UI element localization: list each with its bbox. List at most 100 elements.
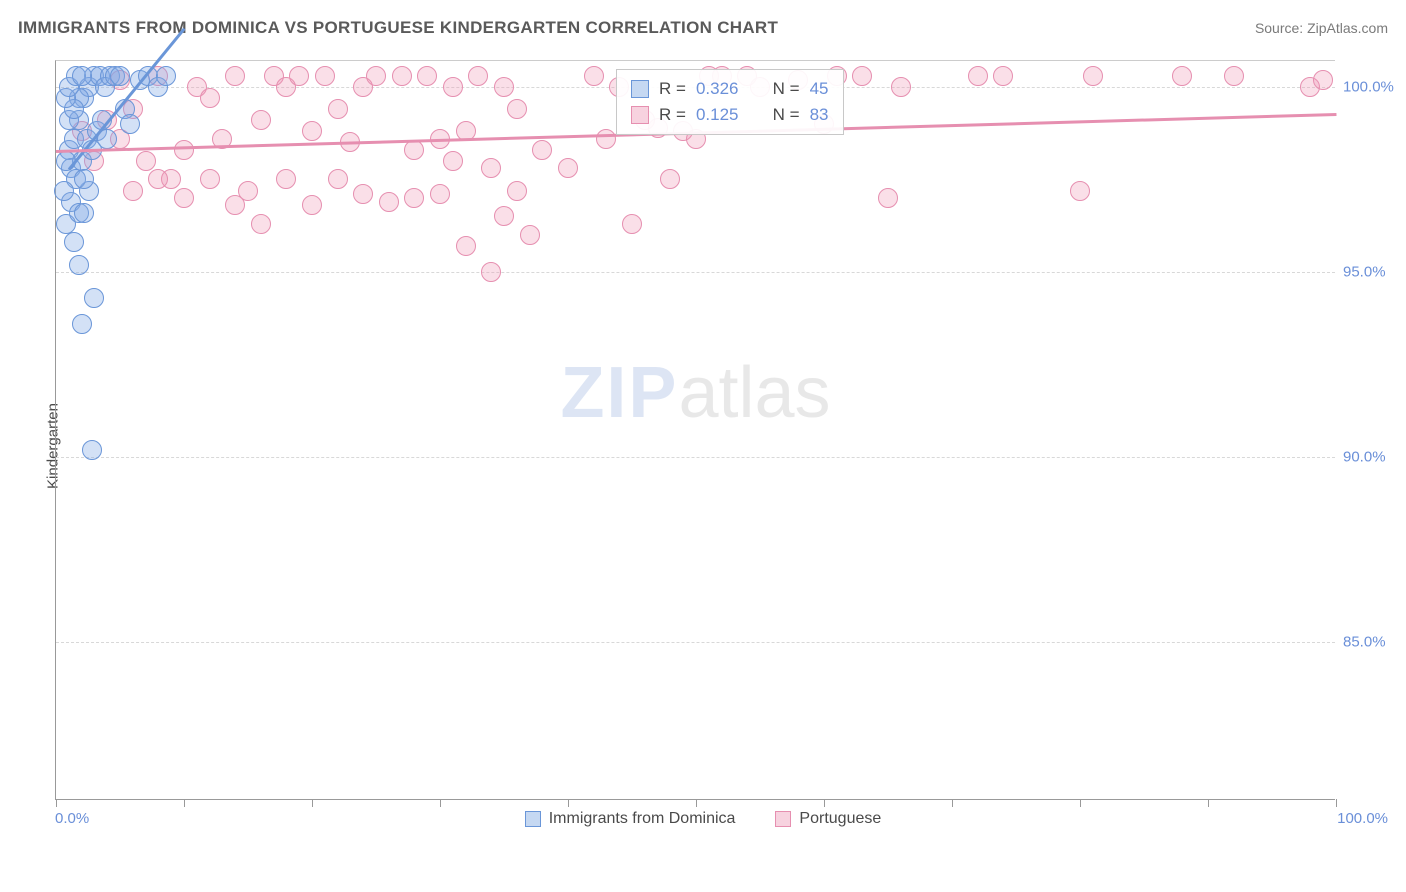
swatch-dominica [525, 811, 541, 827]
data-point [660, 169, 680, 189]
data-point [507, 99, 527, 119]
stat-row: R = 0.125 N = 83 [631, 102, 829, 128]
data-point [289, 66, 309, 86]
data-point [72, 66, 92, 86]
gridline [56, 642, 1335, 643]
swatch-portuguese [775, 811, 791, 827]
data-point [622, 214, 642, 234]
data-point [968, 66, 988, 86]
data-point [120, 114, 140, 134]
data-point [353, 184, 373, 204]
x-tick [1080, 799, 1081, 807]
data-point [64, 232, 84, 252]
data-point [74, 203, 94, 223]
x-tick [1336, 799, 1337, 807]
data-point [379, 192, 399, 212]
data-point [494, 206, 514, 226]
data-point [404, 188, 424, 208]
data-point [456, 236, 476, 256]
data-point [225, 195, 245, 215]
data-point [993, 66, 1013, 86]
data-point [54, 181, 74, 201]
data-point [156, 66, 176, 86]
data-point [392, 66, 412, 86]
chart-title: IMMIGRANTS FROM DOMINICA VS PORTUGUESE K… [18, 18, 778, 38]
data-point [878, 188, 898, 208]
data-point [891, 77, 911, 97]
plot-area: ZIPatlas 85.0%90.0%95.0%100.0%R = 0.326 … [55, 60, 1335, 800]
data-point [200, 88, 220, 108]
data-point [443, 151, 463, 171]
data-point [302, 195, 322, 215]
data-point [110, 66, 130, 86]
data-point [366, 66, 386, 86]
data-point [225, 66, 245, 86]
data-point [417, 66, 437, 86]
data-point [136, 151, 156, 171]
gridline [56, 457, 1335, 458]
data-point [532, 140, 552, 160]
legend-label-portuguese: Portuguese [799, 810, 881, 828]
x-tick [184, 799, 185, 807]
data-point [430, 184, 450, 204]
y-tick-label: 90.0% [1343, 448, 1403, 465]
source-label: Source: ZipAtlas.com [1255, 20, 1388, 36]
x-tick [440, 799, 441, 807]
stat-row: R = 0.326 N = 45 [631, 76, 829, 102]
stat-box: R = 0.326 N = 45R = 0.125 N = 83 [616, 69, 844, 135]
data-point [69, 255, 89, 275]
data-point [507, 181, 527, 201]
data-point [558, 158, 578, 178]
data-point [251, 110, 271, 130]
data-point [481, 262, 501, 282]
watermark-atlas: atlas [678, 353, 830, 433]
data-point [251, 214, 271, 234]
data-point [174, 188, 194, 208]
x-tick [312, 799, 313, 807]
legend-item-portuguese: Portuguese [775, 810, 881, 828]
data-point [1224, 66, 1244, 86]
data-point [494, 77, 514, 97]
watermark: ZIPatlas [560, 352, 830, 434]
data-point [200, 169, 220, 189]
x-tick [696, 799, 697, 807]
y-tick-label: 100.0% [1343, 78, 1403, 95]
data-point [1083, 66, 1103, 86]
watermark-zip: ZIP [560, 353, 678, 433]
data-point [174, 140, 194, 160]
swatch-dominica [631, 80, 649, 98]
data-point [123, 181, 143, 201]
data-point [443, 77, 463, 97]
legend-item-dominica: Immigrants from Dominica [525, 810, 736, 828]
data-point [276, 169, 296, 189]
data-point [468, 66, 488, 86]
data-point [328, 99, 348, 119]
x-tick [952, 799, 953, 807]
data-point [1313, 70, 1333, 90]
data-point [1070, 181, 1090, 201]
bottom-legend: Immigrants from Dominica Portuguese [0, 810, 1406, 828]
data-point [596, 129, 616, 149]
data-point [315, 66, 335, 86]
data-point [1172, 66, 1192, 86]
x-tick [56, 799, 57, 807]
data-point [82, 440, 102, 460]
x-tick [1208, 799, 1209, 807]
y-tick-label: 95.0% [1343, 263, 1403, 280]
data-point [520, 225, 540, 245]
legend-label-dominica: Immigrants from Dominica [549, 810, 736, 828]
data-point [852, 66, 872, 86]
x-tick [824, 799, 825, 807]
x-tick [568, 799, 569, 807]
data-point [302, 121, 322, 141]
gridline [56, 272, 1335, 273]
data-point [148, 169, 168, 189]
data-point [74, 169, 94, 189]
data-point [584, 66, 604, 86]
y-tick-label: 85.0% [1343, 633, 1403, 650]
swatch-portuguese [631, 106, 649, 124]
data-point [481, 158, 501, 178]
data-point [84, 288, 104, 308]
data-point [328, 169, 348, 189]
data-point [72, 314, 92, 334]
